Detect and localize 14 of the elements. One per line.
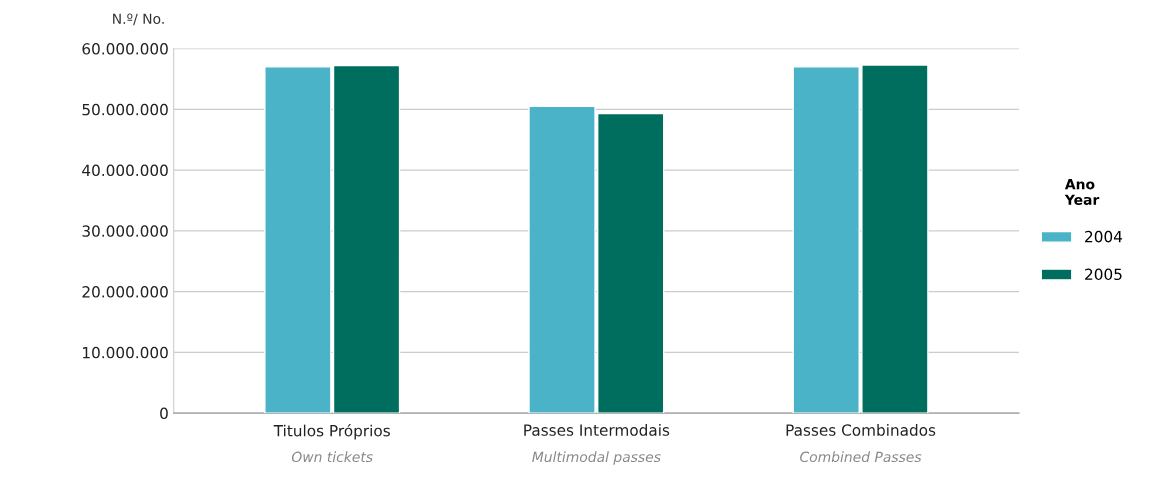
x-tick-label: Titulos Próprios Own tickets bbox=[273, 424, 390, 463]
y-tick-label: 10.000.000 bbox=[83, 346, 168, 359]
y-tick-label: 40.000.000 bbox=[82, 164, 168, 177]
legend-title: Ano Year bbox=[1064, 179, 1100, 205]
y-tick-label: 20.000.000 bbox=[82, 286, 168, 298]
x-tick-label: Passes Combinados Combined Passes bbox=[786, 424, 936, 463]
x-tick-label: Passes Intermodais Multimodal passes bbox=[524, 424, 670, 465]
y-tick-label: 50.000.000 bbox=[82, 103, 168, 116]
legend-label: 2005 bbox=[1085, 268, 1122, 281]
y-tick-label: 0 bbox=[160, 407, 168, 420]
y-tick-label: 60.000.000 bbox=[82, 43, 168, 55]
y-tick-label: 30.000.000 bbox=[82, 225, 168, 237]
legend-label: 2004 bbox=[1085, 230, 1123, 243]
y-axis-title: N.º/ No. bbox=[113, 13, 164, 26]
